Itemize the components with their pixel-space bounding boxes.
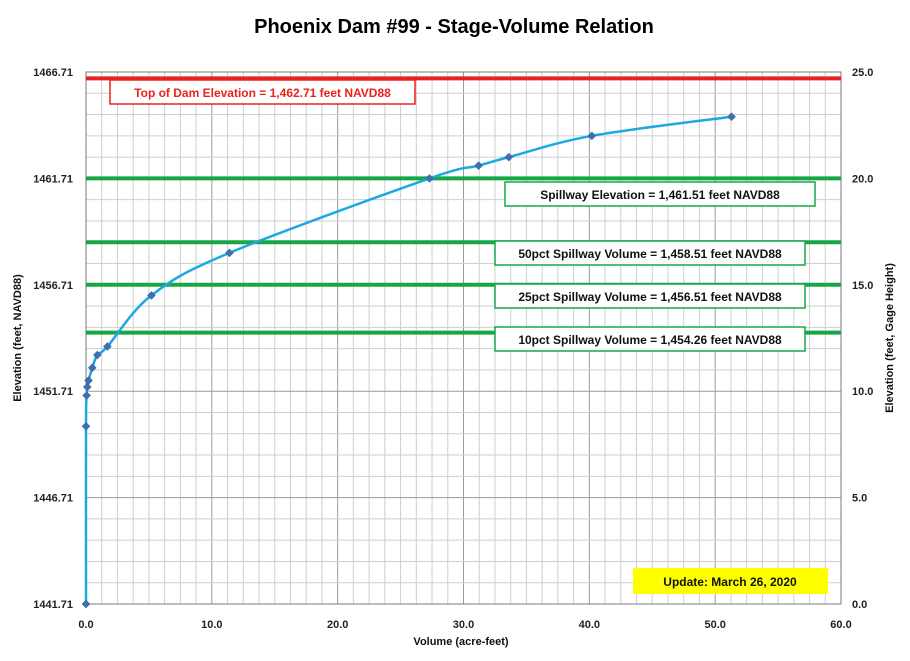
y-tick-label: 1456.71 bbox=[33, 280, 73, 292]
data-point-marker bbox=[425, 174, 434, 183]
reference-label-box-0 bbox=[109, 79, 416, 105]
y2-tick-label: 20.0 bbox=[852, 173, 873, 185]
data-point-marker bbox=[84, 376, 93, 385]
reference-label-3: 25pct Spillway Volume = 1,456.51 feet NA… bbox=[518, 290, 782, 304]
axis-ticks: 0.0 10.0 20.0 30.0 40.0 50.0 60.0 1441.71 1446.7… bbox=[33, 67, 873, 631]
reference-label-0: Top of Dam Elevation = 1,462.71 feet NAV… bbox=[134, 86, 391, 100]
reference-label-box-4 bbox=[494, 326, 806, 352]
gridlines bbox=[86, 72, 841, 604]
y-axis-title: Elevation (feet, NAVD88) bbox=[12, 274, 24, 402]
data-point-marker bbox=[504, 152, 514, 162]
data-point-marker bbox=[82, 382, 92, 392]
reference-label-box-3 bbox=[494, 283, 806, 309]
data-point-marker bbox=[92, 350, 102, 360]
y2-axis-title: Elevation (feet, Gage Height) bbox=[884, 263, 896, 413]
y-tick-label: 1446.71 bbox=[33, 493, 73, 505]
data-point-marker bbox=[225, 248, 234, 258]
data-point-marker bbox=[587, 131, 597, 141]
annotations: Top of Dam Elevation = 1,462.71 feet NAV… bbox=[109, 79, 828, 594]
reference-label-1: Spillway Elevation = 1,461.51 feet NAVD8… bbox=[540, 188, 780, 202]
x-tick-label: 50.0 bbox=[704, 619, 725, 631]
x-tick-label: 20.0 bbox=[327, 619, 348, 631]
x-tick-label: 60.0 bbox=[830, 619, 851, 631]
data-point-marker bbox=[103, 342, 112, 351]
reference-label-4: 10pct Spillway Volume = 1,454.26 feet NA… bbox=[518, 333, 782, 347]
chart-title: Phoenix Dam #99 - Stage-Volume Relation bbox=[254, 16, 654, 38]
x-tick-label: 40.0 bbox=[579, 619, 600, 631]
data-point-marker bbox=[474, 161, 483, 170]
y-tick-label: 1461.71 bbox=[33, 173, 73, 185]
reference-label-box-2 bbox=[494, 240, 806, 266]
plot-area-border bbox=[85, 71, 842, 605]
data-point-marker bbox=[147, 291, 156, 300]
reference-label-2: 50pct Spillway Volume = 1,458.51 feet NA… bbox=[518, 247, 782, 261]
plot-border bbox=[85, 71, 842, 605]
x-tick-label: 10.0 bbox=[201, 619, 222, 631]
x-tick-label: 0.0 bbox=[78, 619, 93, 631]
update-note: Update: March 26, 2020 bbox=[663, 575, 797, 589]
y-tick-label: 1451.71 bbox=[33, 386, 73, 398]
y2-tick-label: 25.0 bbox=[852, 67, 873, 79]
series-layer bbox=[81, 112, 736, 609]
reference-label-box-1 bbox=[504, 181, 816, 207]
data-point-marker bbox=[82, 391, 91, 400]
y2-tick-label: 5.0 bbox=[852, 493, 867, 505]
data-point-marker bbox=[81, 599, 91, 609]
data-point-marker bbox=[727, 112, 736, 122]
data-point-marker bbox=[81, 421, 91, 431]
x-axis-title: Volume (acre-feet) bbox=[413, 636, 508, 648]
update-note-box bbox=[633, 568, 828, 594]
data-point-marker bbox=[87, 363, 97, 373]
y2-tick-label: 15.0 bbox=[852, 280, 873, 292]
y-tick-label: 1441.71 bbox=[33, 599, 73, 611]
y2-tick-label: 0.0 bbox=[852, 599, 867, 611]
y-tick-label: 1466.71 bbox=[33, 67, 73, 79]
y2-tick-label: 10.0 bbox=[852, 386, 873, 398]
x-tick-label: 30.0 bbox=[453, 619, 474, 631]
